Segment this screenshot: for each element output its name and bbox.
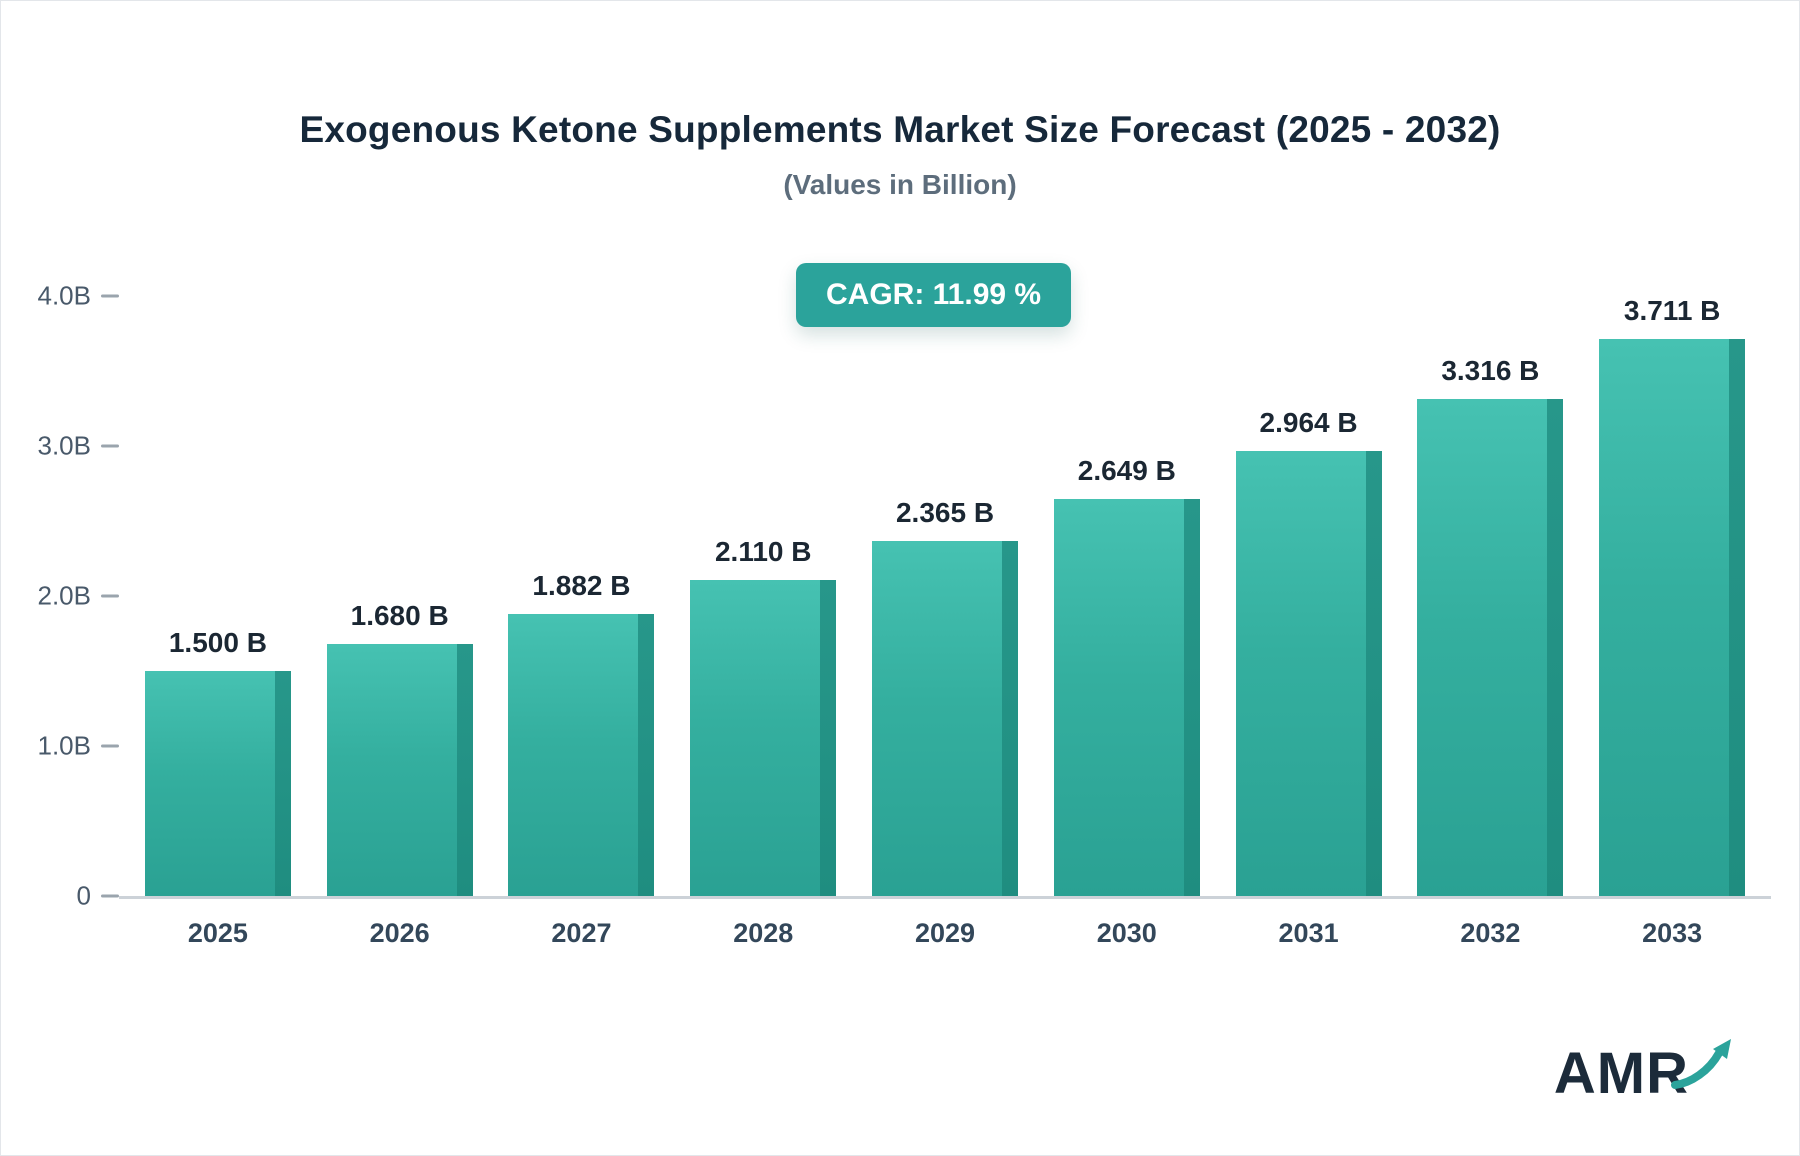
bars-container: 1.500 B 2025 1.680 B 2026 1.882 B 2027 2.110 B… bbox=[119, 295, 1771, 948]
y-axis-tick-mark bbox=[101, 594, 119, 598]
bar-value-label: 1.500 B bbox=[168, 627, 267, 658]
bar-value-label: 2.365 B bbox=[895, 497, 995, 529]
bar: 1.882 B bbox=[508, 570, 655, 897]
bar-slot: 2.964 B 2031 bbox=[1218, 296, 1400, 948]
cagr-badge: CAGR: 11.99 % bbox=[796, 263, 1072, 327]
bar: 2.649 B bbox=[1053, 455, 1200, 897]
bar-slot: 2.649 B 2030 bbox=[1036, 296, 1218, 948]
bar-value-label: 2.964 B bbox=[1259, 407, 1358, 439]
x-axis-label: 2025 bbox=[187, 918, 248, 948]
brand-logo-text: AMR bbox=[1553, 1041, 1689, 1106]
bar-value-label: 1.680 B bbox=[350, 600, 449, 631]
y-axis-tick-mark bbox=[101, 294, 119, 298]
x-axis-label: 2032 bbox=[1460, 918, 1521, 948]
y-axis-tick: 1.0B bbox=[37, 730, 119, 762]
bar: 1.680 B bbox=[326, 600, 473, 896]
chart-subtitle: (Values in Billion) bbox=[783, 169, 1017, 200]
x-axis-label: 2027 bbox=[551, 918, 612, 948]
bar-value-label: 2.110 B bbox=[714, 535, 812, 567]
y-axis-tick-label: 1.0B bbox=[37, 730, 92, 761]
x-axis-label: 2033 bbox=[1642, 918, 1703, 948]
y-axis-tick-label: 3.0B bbox=[37, 430, 92, 461]
y-axis-tick-label: 0 bbox=[76, 880, 91, 911]
bar-value-label: 3.711 B bbox=[1623, 295, 1721, 327]
bar-slot: 1.680 B 2026 bbox=[309, 296, 491, 948]
y-axis-tick-mark bbox=[101, 444, 119, 448]
bar-value-label: 1.882 B bbox=[532, 569, 631, 601]
growth-arrow-icon bbox=[1671, 1038, 1731, 1089]
y-axis-tick-mark bbox=[101, 744, 119, 748]
x-axis-label: 2028 bbox=[733, 918, 794, 948]
bar-chart-plot-area: 0 1.0B 2.0B 3.0B 4.0B 1.500 B 2025 1.680 B 2026… bbox=[38, 281, 1771, 948]
y-axis-tick: 0 bbox=[77, 881, 119, 912]
bar: 2.365 B bbox=[872, 497, 1019, 896]
y-axis-tick: 3.0B bbox=[37, 430, 119, 462]
x-axis-label: 2029 bbox=[914, 918, 976, 948]
y-axis-tick-mark bbox=[101, 894, 119, 898]
y-axis-tick: 4.0B bbox=[37, 280, 119, 312]
y-axis-tick-label: 2.0B bbox=[37, 580, 92, 611]
bar: 2.964 B bbox=[1235, 407, 1382, 896]
bar: 3.711 B bbox=[1599, 295, 1746, 896]
bar: 2.110 B bbox=[690, 536, 837, 896]
bar-slot: 3.316 B 2032 bbox=[1399, 296, 1581, 948]
bar-slot: 2.110 B 2028 bbox=[672, 296, 854, 948]
bar-slot: 1.500 B 2025 bbox=[127, 296, 309, 948]
bar-slot: 2.365 B 2029 bbox=[854, 296, 1036, 948]
chart-title: Exogenous Ketone Supplements Market Size… bbox=[299, 109, 1501, 150]
x-axis-label: 2026 bbox=[369, 918, 430, 948]
brand-logo: AMR bbox=[1553, 1038, 1735, 1107]
bar-slot: 1.882 B 2027 bbox=[491, 296, 673, 948]
bar: 3.316 B bbox=[1417, 355, 1564, 897]
x-axis-label: 2031 bbox=[1278, 918, 1339, 948]
y-axis-tick: 2.0B bbox=[37, 580, 119, 612]
bar: 1.500 B bbox=[144, 627, 291, 896]
bar-value-label: 2.649 B bbox=[1077, 454, 1176, 486]
bar-slot: 3.711 B 2033 bbox=[1581, 295, 1763, 948]
x-axis-label: 2030 bbox=[1096, 918, 1157, 948]
y-axis: 0 1.0B 2.0B 3.0B 4.0B bbox=[1, 281, 119, 911]
bar-value-label: 3.316 B bbox=[1441, 354, 1540, 386]
cagr-badge-label: CAGR: 11.99 % bbox=[826, 278, 1042, 311]
y-axis-tick-label: 4.0B bbox=[37, 280, 92, 311]
